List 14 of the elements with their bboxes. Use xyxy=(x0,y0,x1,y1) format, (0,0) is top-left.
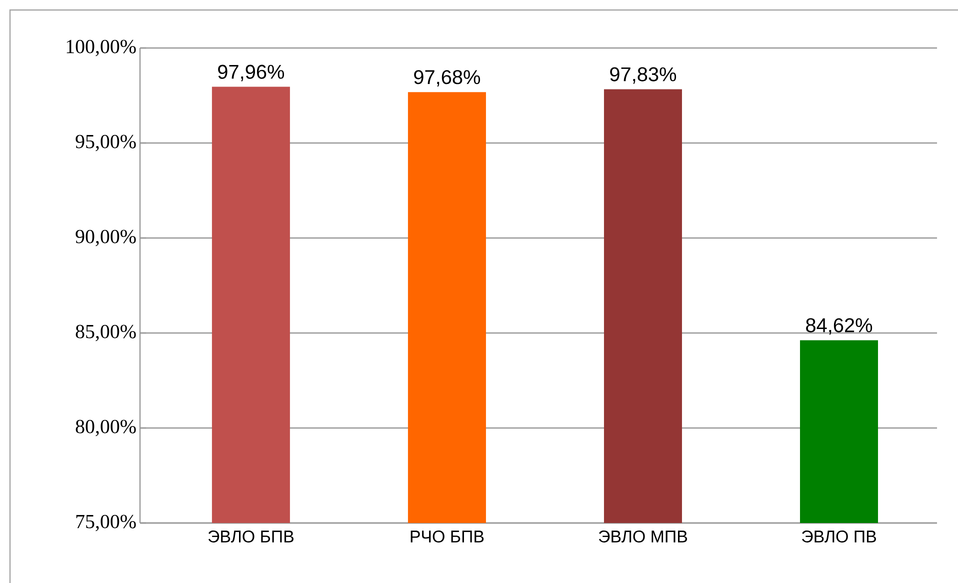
x-tick-label: ЭВЛО БПВ xyxy=(208,530,294,543)
y-tick-label: 95,00% xyxy=(76,134,136,152)
x-tick-label: ЭВЛО ПВ xyxy=(802,530,876,543)
data-label: 97,68% xyxy=(414,70,480,87)
x-tick-label: ЭВЛО МПВ xyxy=(598,530,688,543)
y-tick-label: 75,00% xyxy=(76,514,136,532)
y-tick-label: 85,00% xyxy=(76,324,136,342)
data-label: 84,62% xyxy=(806,318,872,335)
data-label: 97,83% xyxy=(610,67,676,84)
y-tick-label: 90,00% xyxy=(76,230,136,246)
y-tick-label: 80,00% xyxy=(76,420,136,436)
data-label: 97,96% xyxy=(218,64,284,82)
y-tick-label: 100,00% xyxy=(66,40,136,56)
x-tick-label: РЧО БПВ xyxy=(410,530,484,543)
